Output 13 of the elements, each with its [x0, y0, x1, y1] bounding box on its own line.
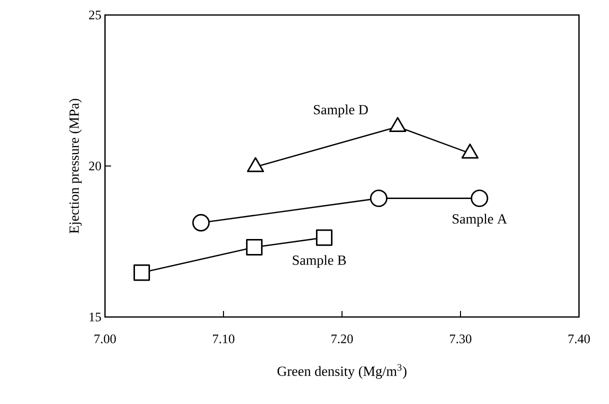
series-label: Sample D	[314, 104, 368, 118]
y-tick-label: 25	[89, 10, 101, 20]
x-axis-title: Green density (Mg/m$^{3}$)	[278, 364, 406, 379]
series-label: Sample B	[292, 255, 346, 268]
y-axis-title: Ejection pressure (MPa)	[69, 98, 82, 234]
x-tick-label: 7.00	[94, 334, 116, 344]
y-tick-label: 20	[89, 162, 101, 170]
x-tick-label: 7.10	[213, 334, 234, 344]
y-tick-label: 15	[90, 312, 101, 322]
x-tick-label: 7.40	[568, 334, 590, 344]
series-label: Sample A	[452, 214, 508, 226]
x-tick-label: 7.30	[450, 334, 472, 344]
x-tick-label: 7.20	[332, 334, 353, 344]
